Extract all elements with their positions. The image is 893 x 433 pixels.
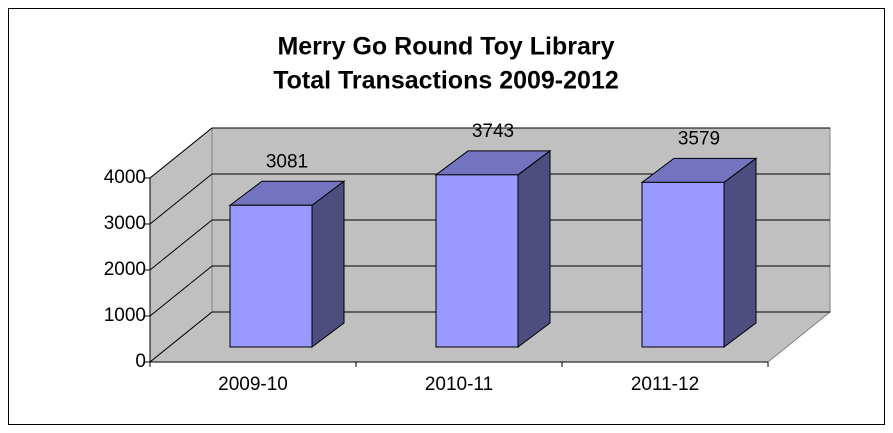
x-tick-label: 2011-12 xyxy=(631,374,699,395)
bar-side xyxy=(517,149,551,348)
chart-title: Merry Go Round Toy Library xyxy=(277,33,614,61)
grid-line xyxy=(149,173,213,225)
x-tick-label: 2009-10 xyxy=(218,374,288,395)
bar xyxy=(641,181,725,348)
chart-title: Total Transactions 2009-2012 xyxy=(273,67,619,95)
x-tick-label: 2010-11 xyxy=(425,374,493,395)
y-tick-label: 0 xyxy=(135,351,146,372)
grid-line xyxy=(149,219,213,271)
grid-line xyxy=(149,265,213,317)
y-tick-label: 3000 xyxy=(104,213,146,234)
bar-side xyxy=(723,157,757,348)
grid-line xyxy=(149,127,213,179)
bar-side xyxy=(311,180,345,348)
data-label: 3081 xyxy=(266,151,308,172)
y-tick-label: 4000 xyxy=(104,167,146,188)
data-label: 3743 xyxy=(472,121,514,142)
grid-line xyxy=(149,311,213,363)
y-tick-label: 2000 xyxy=(104,259,146,280)
data-label: 3579 xyxy=(678,128,720,149)
bar xyxy=(229,204,313,348)
bar xyxy=(435,174,519,348)
y-tick-label: 1000 xyxy=(104,305,146,326)
